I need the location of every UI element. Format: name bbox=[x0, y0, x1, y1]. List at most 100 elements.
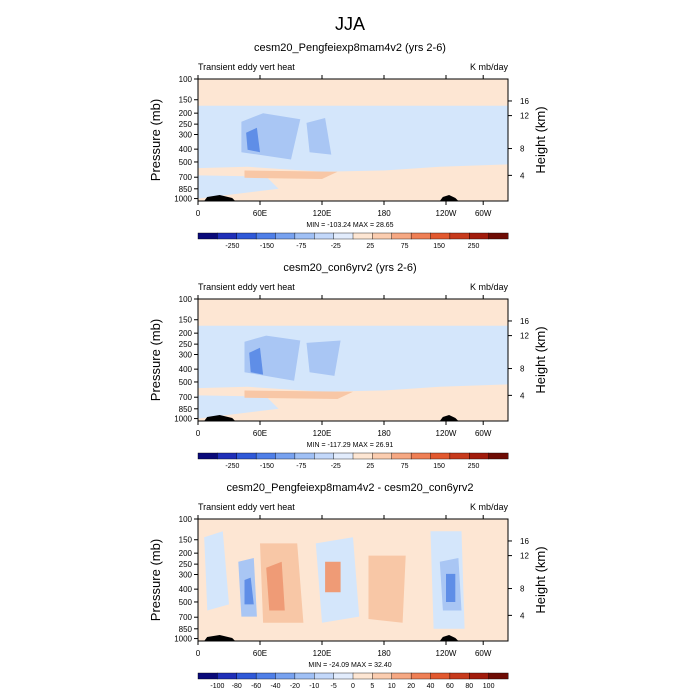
x-tick-label: 0 bbox=[196, 649, 201, 658]
colorbar-label: -5 bbox=[331, 683, 337, 690]
y-tick-label: 700 bbox=[179, 173, 193, 182]
y-tick-label: 300 bbox=[179, 571, 193, 580]
colorbar-swatch bbox=[430, 672, 451, 680]
x-tick-label: 120E bbox=[313, 209, 332, 218]
colorbar-swatch bbox=[217, 452, 238, 460]
plot-area bbox=[198, 79, 508, 201]
x-tick-label: 60E bbox=[253, 649, 267, 658]
colorbar-label: 150 bbox=[433, 243, 445, 250]
y-tick-label: 300 bbox=[179, 351, 193, 360]
colorbar-swatch bbox=[352, 232, 373, 240]
colorbar-swatch bbox=[255, 232, 276, 240]
y2-axis-label: Height (km) bbox=[533, 106, 548, 173]
colorbar-label: 75 bbox=[401, 463, 409, 470]
terrain-1 bbox=[204, 195, 236, 201]
min-max-stats: MIN = -103.24 MAX = 28.65 bbox=[306, 222, 393, 229]
y-tick-label: 500 bbox=[179, 378, 193, 387]
contour-region-6 bbox=[246, 127, 260, 153]
colorbar-label: -60 bbox=[251, 683, 261, 690]
x-tick-label: 120W bbox=[436, 649, 457, 658]
x-tick-label: 120W bbox=[436, 209, 457, 218]
y-tick-label: 500 bbox=[179, 158, 193, 167]
x-tick-label: 60E bbox=[253, 429, 267, 438]
colorbar-label: 250 bbox=[468, 463, 480, 470]
x-tick-label: 180 bbox=[377, 649, 391, 658]
colorbar-swatch bbox=[333, 232, 354, 240]
colorbar-label: 250 bbox=[468, 243, 480, 250]
y-tick-label: 150 bbox=[179, 96, 193, 105]
colorbar-swatch bbox=[469, 452, 490, 460]
colorbar-label: -75 bbox=[296, 243, 306, 250]
y-tick-label: 850 bbox=[179, 185, 193, 194]
colorbar-swatch bbox=[449, 232, 470, 240]
panels: cesm20_Pengfeiexp8mam4v2 (yrs 2-6) Transi… bbox=[148, 42, 548, 690]
colorbar-swatch bbox=[197, 452, 218, 460]
colorbar-swatch bbox=[255, 672, 276, 680]
colorbar-swatch bbox=[372, 452, 393, 460]
colorbar-swatch bbox=[197, 672, 218, 680]
panel-right-label: K mb/day bbox=[470, 282, 509, 292]
y-tick-label: 850 bbox=[179, 625, 193, 634]
colorbar-label: 25 bbox=[366, 243, 374, 250]
colorbar-swatch bbox=[333, 672, 354, 680]
panel-left-label: Transient eddy vert heat bbox=[198, 282, 295, 292]
y2-tick-label: 8 bbox=[520, 365, 525, 374]
colorbar-label: -25 bbox=[331, 243, 341, 250]
colorbar-swatch bbox=[333, 452, 354, 460]
colorbar-swatch bbox=[449, 452, 470, 460]
min-max-stats: MIN = -24.09 MAX = 32.40 bbox=[308, 662, 391, 669]
colorbar-swatch bbox=[236, 672, 257, 680]
colorbar-swatch bbox=[275, 232, 296, 240]
colorbar-swatch bbox=[488, 232, 509, 240]
contour-region-5 bbox=[306, 340, 341, 376]
y-tick-label: 1000 bbox=[174, 415, 192, 424]
y-tick-label: 850 bbox=[179, 405, 193, 414]
y2-tick-label: 16 bbox=[520, 537, 529, 546]
x-tick-label: 0 bbox=[196, 209, 201, 218]
y-axis-label: Pressure (mb) bbox=[148, 99, 163, 181]
colorbar-label: 75 bbox=[401, 243, 409, 250]
panel-left-label: Transient eddy vert heat bbox=[198, 62, 295, 72]
colorbar-swatch bbox=[314, 672, 335, 680]
plot-frame bbox=[197, 78, 509, 202]
y-tick-label: 150 bbox=[179, 536, 193, 545]
terrain-2 bbox=[439, 415, 459, 421]
contour-region-6 bbox=[249, 347, 264, 375]
panel-right-label: K mb/day bbox=[470, 502, 509, 512]
contour-region-2 bbox=[198, 175, 279, 199]
contour-region-2 bbox=[198, 395, 279, 419]
colorbar-label: -80 bbox=[232, 683, 242, 690]
y-tick-label: 200 bbox=[179, 549, 193, 558]
y-tick-label: 200 bbox=[179, 329, 193, 338]
y-axis-label: Pressure (mb) bbox=[148, 539, 163, 621]
colorbar-label: 80 bbox=[465, 683, 473, 690]
colorbar-swatch bbox=[352, 452, 373, 460]
y2-tick-label: 4 bbox=[520, 171, 525, 180]
colorbar-swatch bbox=[410, 672, 431, 680]
panel-left-label: Transient eddy vert heat bbox=[198, 502, 295, 512]
x-tick-label: 120E bbox=[313, 649, 332, 658]
colorbar-swatch bbox=[294, 672, 315, 680]
colorbar-swatch bbox=[236, 452, 257, 460]
min-max-stats: MIN = -117.29 MAX = 26.91 bbox=[307, 442, 394, 449]
contour-region-3 bbox=[244, 390, 353, 399]
y-tick-label: 1000 bbox=[174, 195, 192, 204]
panel-title: cesm20_Pengfeiexp8mam4v2 - cesm20_con6yr… bbox=[226, 482, 473, 494]
colorbar-swatch bbox=[197, 232, 218, 240]
x-tick-label: 0 bbox=[196, 429, 201, 438]
x-tick-label: 180 bbox=[377, 429, 391, 438]
colorbar-swatch bbox=[391, 232, 412, 240]
colorbar-swatch bbox=[255, 452, 276, 460]
x-tick-label: 120E bbox=[313, 429, 332, 438]
colorbar-swatch bbox=[217, 232, 238, 240]
colorbar-swatch bbox=[275, 672, 296, 680]
colorbar-swatch bbox=[410, 232, 431, 240]
x-tick-label: 120W bbox=[436, 429, 457, 438]
x-tick-label: 60W bbox=[475, 429, 492, 438]
contour-region-3 bbox=[244, 170, 338, 179]
colorbar-swatch bbox=[410, 452, 431, 460]
panel-right-label: K mb/day bbox=[470, 62, 509, 72]
x-tick-label: 180 bbox=[377, 209, 391, 218]
panel-3: cesm20_Pengfeiexp8mam4v2 - cesm20_con6yr… bbox=[148, 482, 548, 690]
